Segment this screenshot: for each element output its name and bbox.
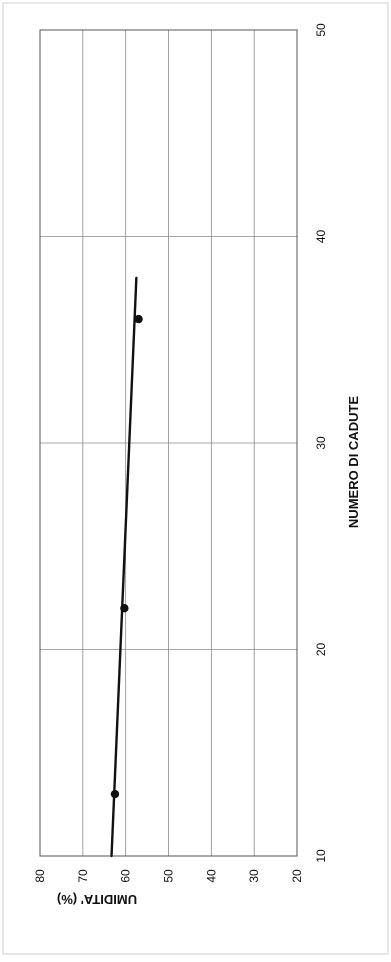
y-axis-label: UMIDITA' (%) bbox=[57, 892, 137, 907]
trend-line bbox=[110, 276, 138, 858]
x-tick-label: 20 bbox=[314, 643, 328, 657]
y-tick-label: 30 bbox=[247, 869, 261, 883]
y-tick-label: 20 bbox=[290, 869, 304, 883]
x-tick-label: 50 bbox=[314, 23, 328, 37]
x-axis-label: NUMERO DI CADUTE bbox=[346, 396, 361, 528]
y-tick-labels: 80 70 60 50 40 30 20 bbox=[33, 869, 304, 883]
plot-area bbox=[39, 29, 298, 857]
x-tick-labels: 10 20 30 40 50 bbox=[314, 23, 328, 863]
y-tick-label: 50 bbox=[162, 869, 176, 883]
y-tick-label: 60 bbox=[119, 869, 133, 883]
x-tick-label: 10 bbox=[314, 849, 328, 863]
data-point bbox=[134, 314, 143, 324]
x-tick-label: 30 bbox=[314, 436, 328, 450]
y-tick-label: 40 bbox=[204, 869, 218, 883]
x-tick-label: 40 bbox=[314, 230, 328, 244]
grid-layer bbox=[40, 30, 297, 856]
y-tick-label: 80 bbox=[33, 869, 47, 883]
series-layer bbox=[110, 276, 143, 858]
y-tick-label: 70 bbox=[76, 869, 90, 883]
